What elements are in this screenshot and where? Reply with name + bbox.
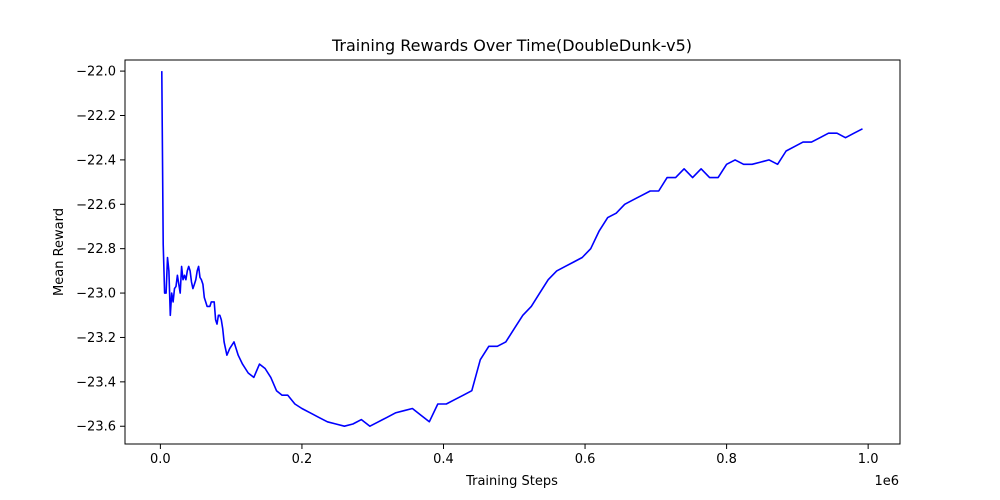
y-tick-label: −23.2 (76, 331, 116, 346)
chart-title: Training Rewards Over Time(DoubleDunk-v5… (331, 36, 692, 55)
x-offset-text: 1e6 (874, 474, 899, 489)
x-tick-label: 0.4 (433, 452, 454, 467)
plot-area (124, 59, 901, 445)
y-tick-label: −23.0 (76, 287, 116, 302)
y-axis-label: Mean Reward (52, 208, 67, 296)
x-tick-label: 0.8 (716, 452, 737, 467)
y-tick-label: −22.8 (76, 242, 116, 257)
x-axis: 0.0 0.2 0.4 0.6 0.8 1.0 (150, 444, 878, 467)
series-layer (161, 71, 863, 428)
x-tick-label: 0.6 (575, 452, 596, 467)
series-line (161, 71, 863, 428)
y-tick-label: −22.4 (76, 153, 116, 168)
y-tick-label: −22.6 (76, 198, 116, 213)
x-axis-label: Training Steps (465, 474, 558, 489)
y-axis: −22.0 −22.2 −22.4 −22.6 −22.8 −23.0 −23.2 −23.4… (76, 65, 125, 435)
y-tick-label: −22.2 (76, 109, 116, 124)
x-tick-label: 0.2 (292, 452, 313, 467)
x-tick-label: 1.0 (858, 452, 879, 467)
y-tick-label: −23.6 (76, 420, 116, 435)
y-tick-label: −23.4 (76, 375, 116, 390)
plot-frame (124, 59, 901, 445)
x-tick-label: 0.0 (150, 452, 171, 467)
y-tick-label: −22.0 (76, 65, 116, 80)
